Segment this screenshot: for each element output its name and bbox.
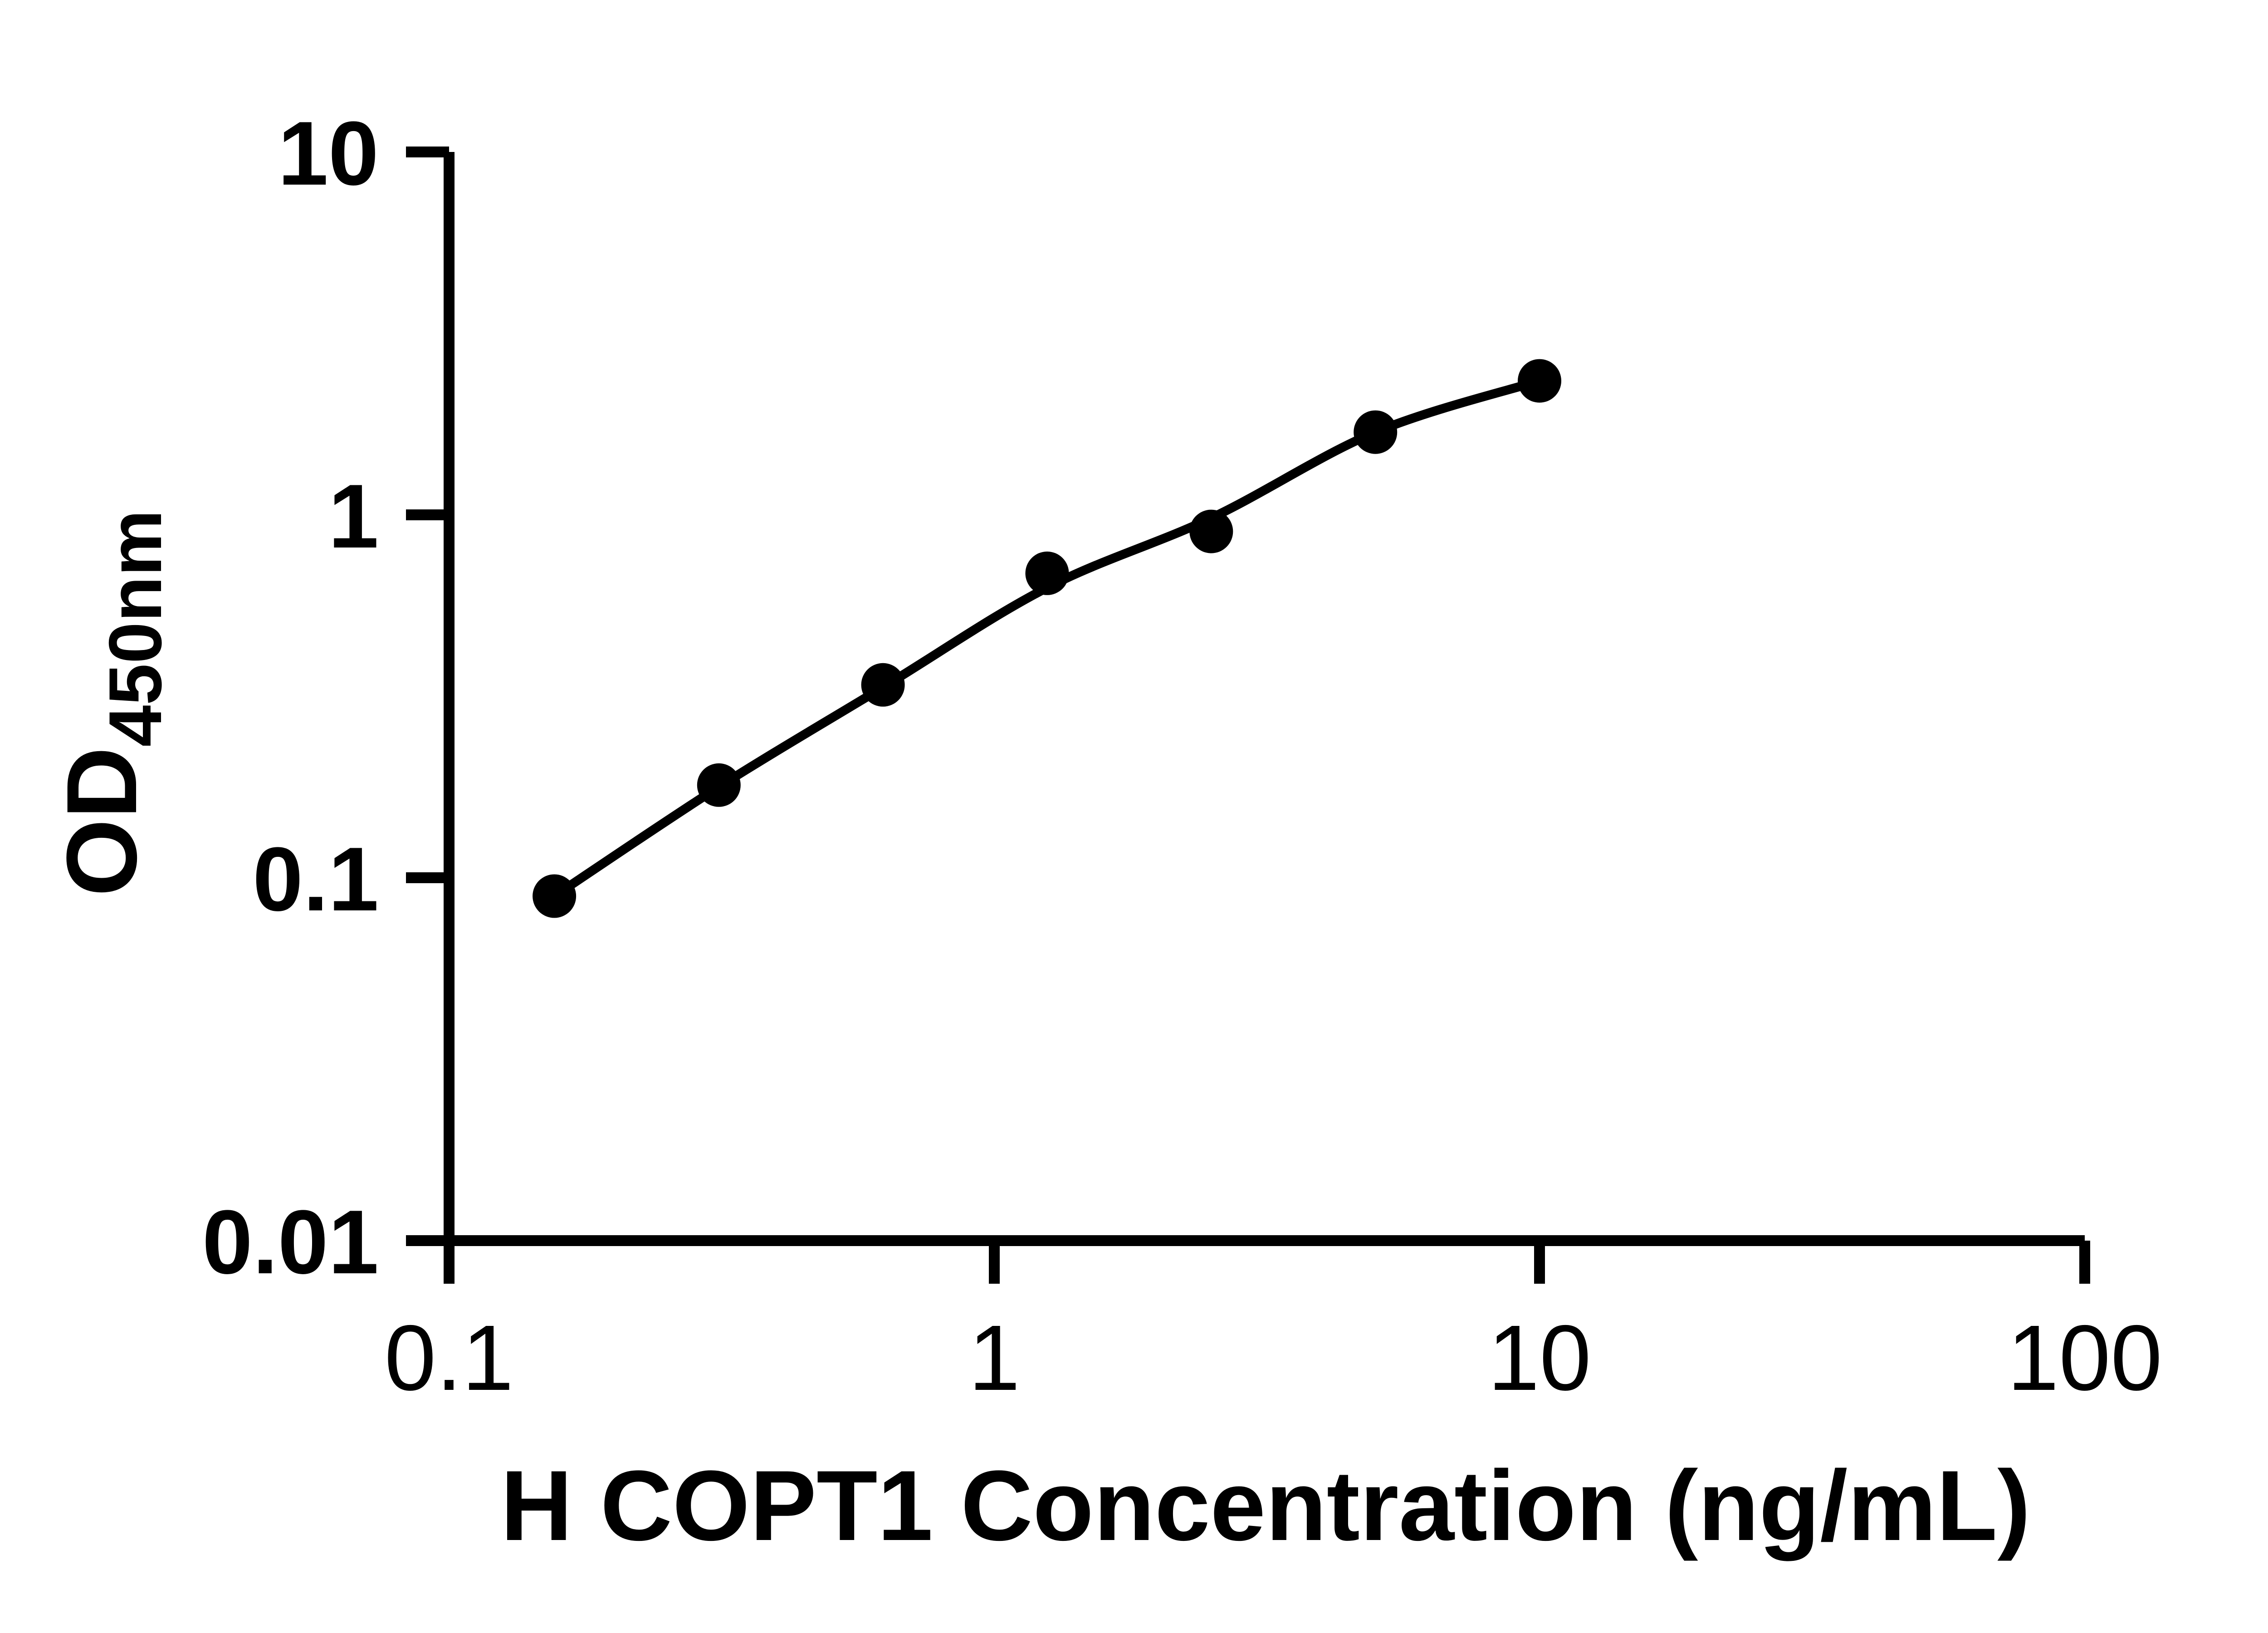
- data-point-group: [533, 359, 1561, 918]
- data-point-marker: [861, 663, 905, 707]
- data-point-marker: [1518, 359, 1561, 403]
- x-tick-label: 10: [1488, 1306, 1591, 1410]
- data-point-marker: [533, 874, 577, 918]
- y-tick-label: 1: [328, 466, 379, 567]
- x-tick-label: 100: [2007, 1306, 2162, 1410]
- y-axis-title-subscript: 450nm: [93, 510, 177, 747]
- data-point-marker: [697, 763, 741, 807]
- data-point-marker: [1025, 551, 1069, 595]
- y-axis-title: OD450nm: [46, 510, 177, 897]
- x-tick-label: 1: [968, 1306, 1020, 1410]
- x-tick-label: 0.1: [385, 1306, 514, 1410]
- y-tick-label: 0.1: [253, 829, 379, 930]
- data-point-marker: [1189, 509, 1233, 553]
- x-axis-title: H COPT1 Concentration (ng/mL): [500, 1450, 2030, 1561]
- data-point-marker: [1354, 410, 1398, 454]
- y-tick-label: 10: [278, 103, 379, 204]
- fitted-curve-line: [552, 376, 1541, 900]
- y-axis-title-main: OD: [46, 747, 157, 896]
- axis-spines-and-ticks: [406, 147, 2090, 1284]
- y-tick-label: 0.01: [202, 1192, 379, 1293]
